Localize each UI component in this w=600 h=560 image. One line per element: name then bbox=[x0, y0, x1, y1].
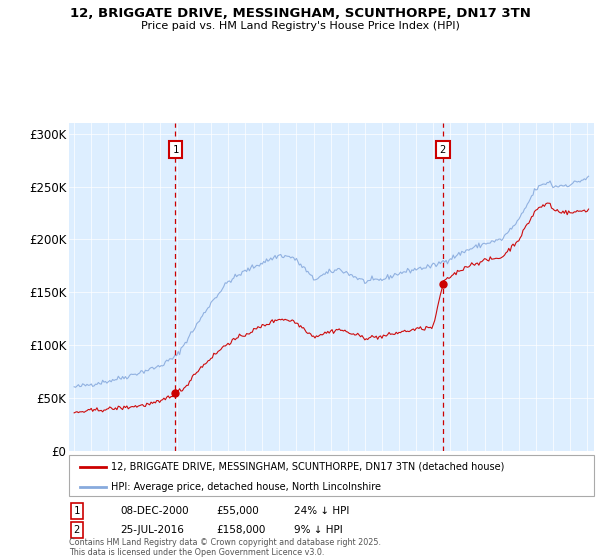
Text: 2: 2 bbox=[74, 525, 80, 535]
Text: Price paid vs. HM Land Registry's House Price Index (HPI): Price paid vs. HM Land Registry's House … bbox=[140, 21, 460, 31]
Text: £158,000: £158,000 bbox=[216, 525, 265, 535]
Text: 2: 2 bbox=[440, 144, 446, 155]
Text: 9% ↓ HPI: 9% ↓ HPI bbox=[294, 525, 343, 535]
Text: Contains HM Land Registry data © Crown copyright and database right 2025.
This d: Contains HM Land Registry data © Crown c… bbox=[69, 538, 381, 557]
Text: 25-JUL-2016: 25-JUL-2016 bbox=[120, 525, 184, 535]
Text: £55,000: £55,000 bbox=[216, 506, 259, 516]
Text: 24% ↓ HPI: 24% ↓ HPI bbox=[294, 506, 349, 516]
Text: 12, BRIGGATE DRIVE, MESSINGHAM, SCUNTHORPE, DN17 3TN (detached house): 12, BRIGGATE DRIVE, MESSINGHAM, SCUNTHOR… bbox=[111, 461, 505, 472]
Text: HPI: Average price, detached house, North Lincolnshire: HPI: Average price, detached house, Nort… bbox=[111, 482, 381, 492]
Text: 08-DEC-2000: 08-DEC-2000 bbox=[120, 506, 188, 516]
FancyBboxPatch shape bbox=[69, 455, 594, 496]
Text: 1: 1 bbox=[172, 144, 178, 155]
Text: 12, BRIGGATE DRIVE, MESSINGHAM, SCUNTHORPE, DN17 3TN: 12, BRIGGATE DRIVE, MESSINGHAM, SCUNTHOR… bbox=[70, 7, 530, 20]
Text: 1: 1 bbox=[74, 506, 80, 516]
